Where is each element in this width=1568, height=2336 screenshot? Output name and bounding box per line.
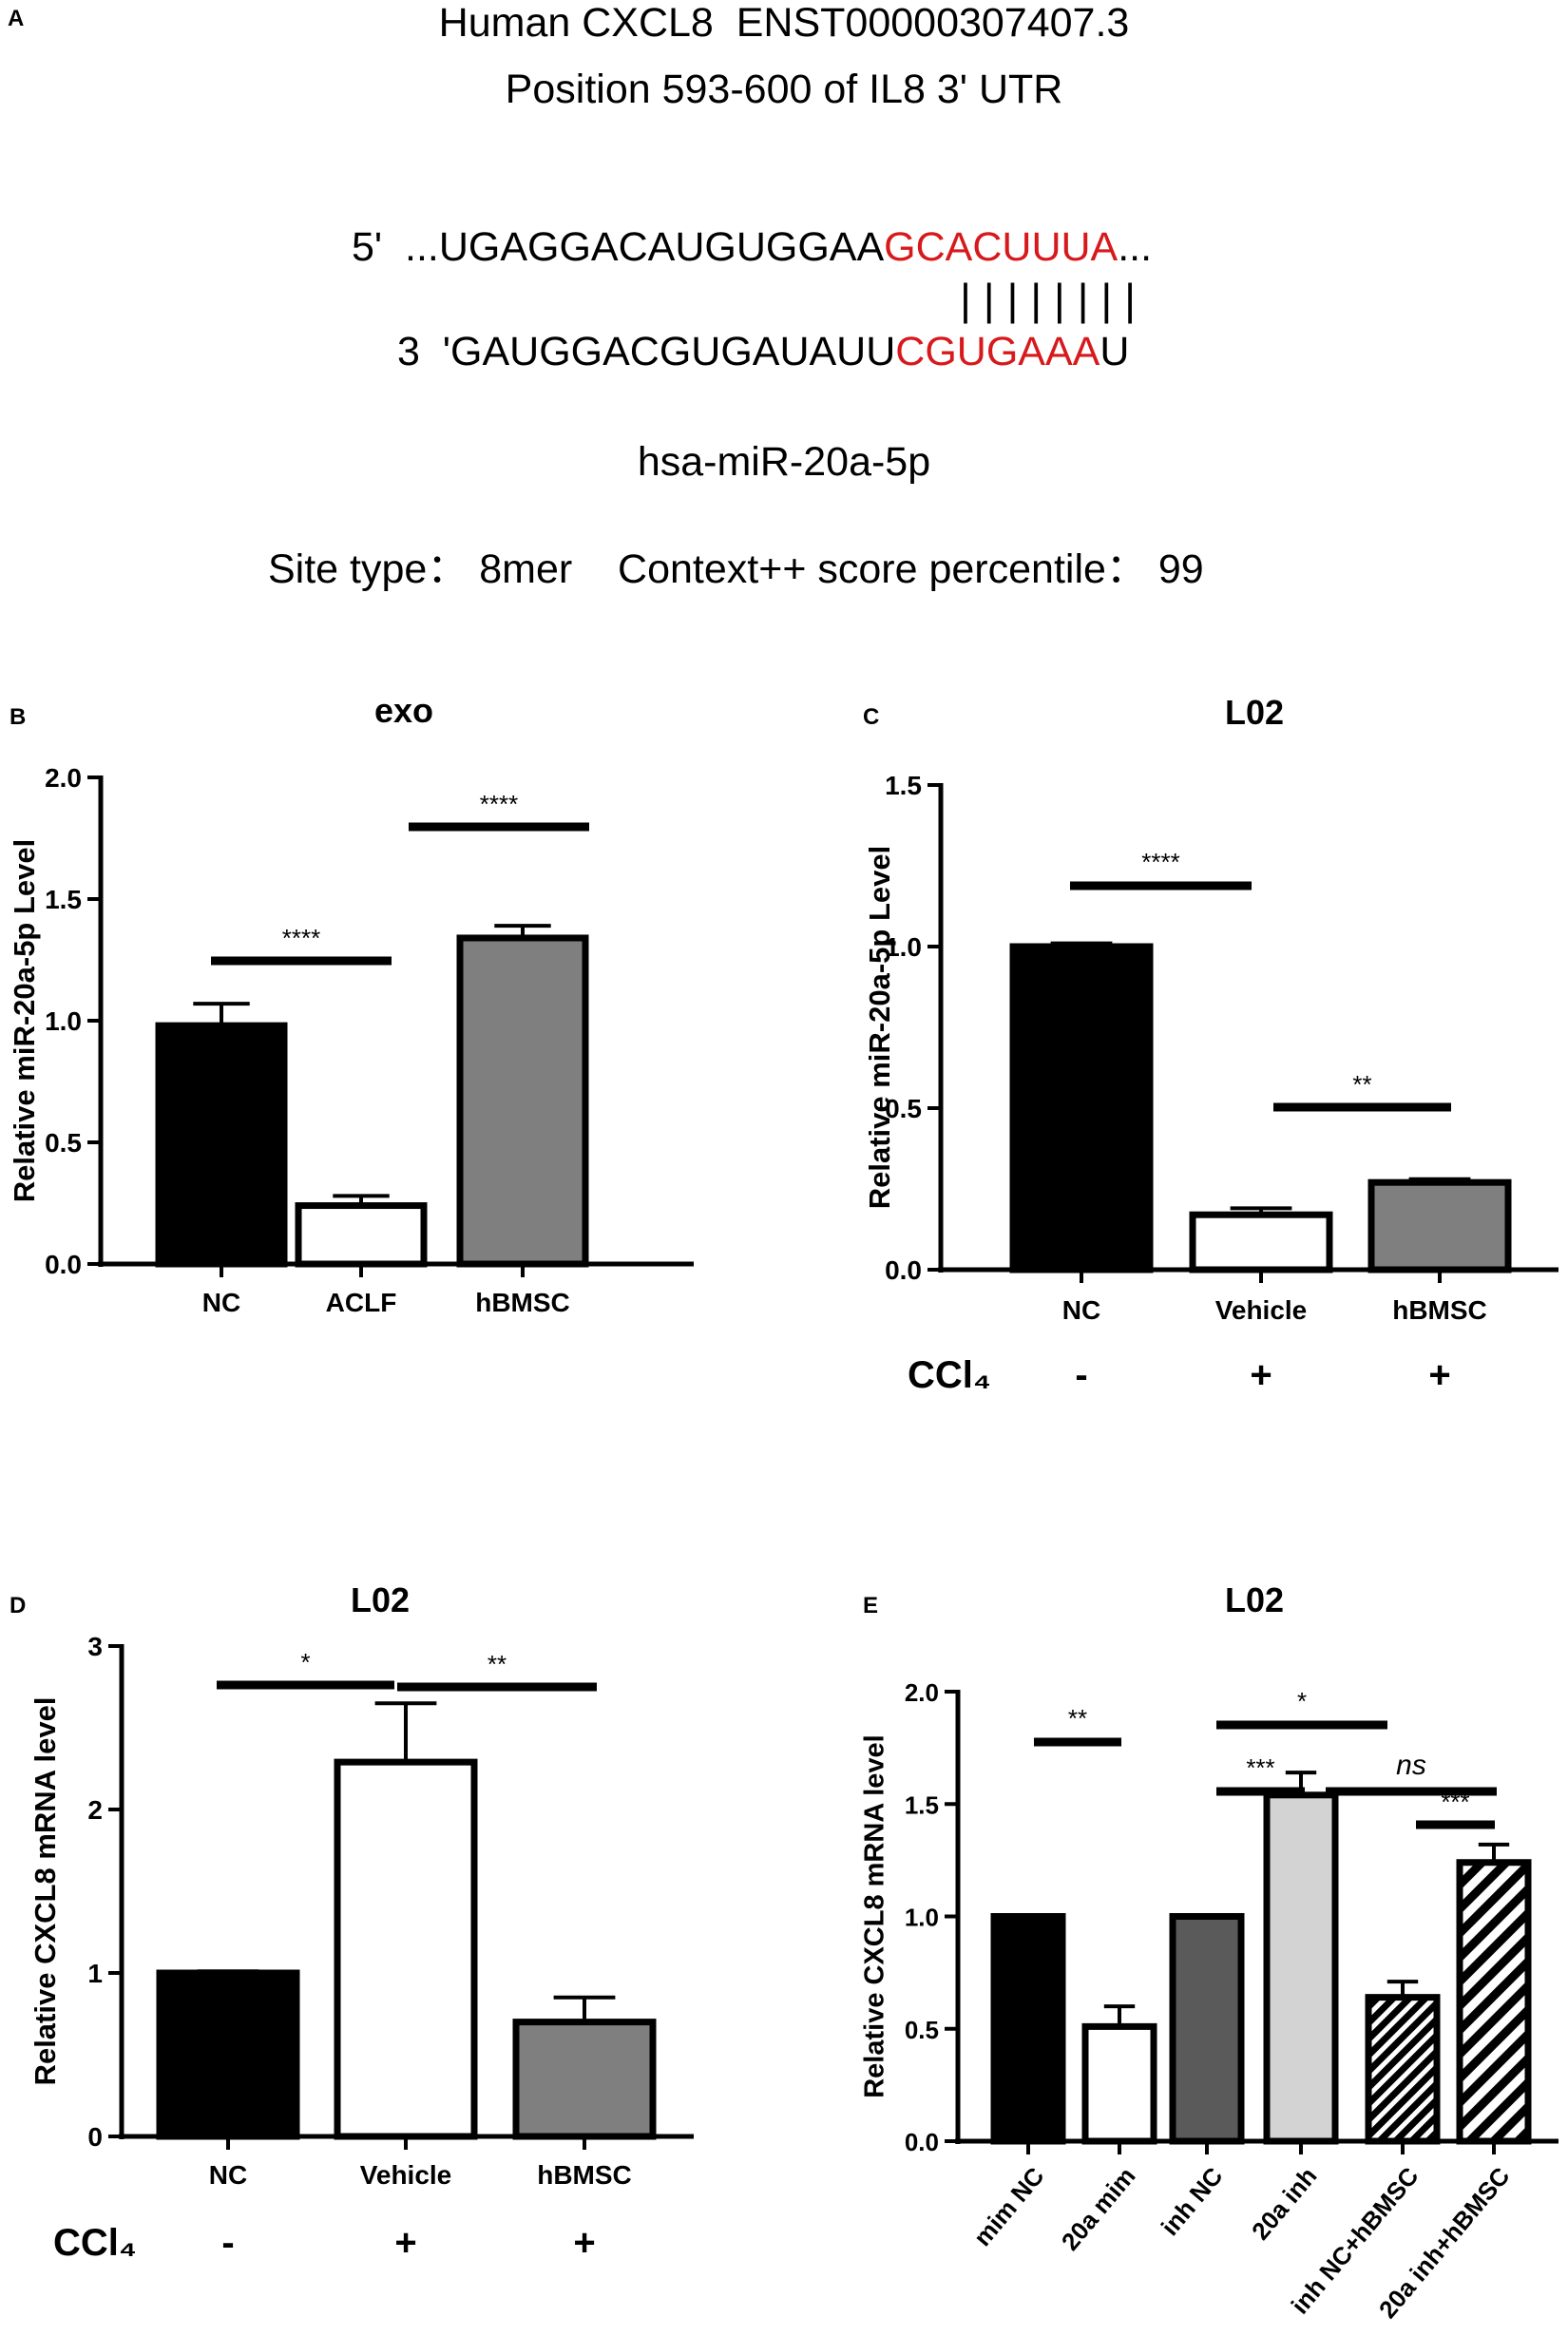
chart-d-y-tick-label: 3 — [87, 1632, 103, 1661]
chart-d-treatment-label: CCl₄ — [53, 2222, 137, 2264]
chart-b-y-axis-label: Relative miR-20a-5p Level — [8, 839, 41, 1203]
chart-c-bar-1 — [1189, 1211, 1333, 1273]
chart-e-y-tick-label: 1.0 — [905, 1904, 939, 1932]
chart-e-bar-3 — [1263, 1791, 1339, 2145]
chart-c-y-tick-label: 1.5 — [885, 771, 922, 800]
chart-e-significance-label: ns — [1396, 1750, 1426, 1781]
chart-b-significance-label: **** — [480, 790, 518, 818]
chart-d-significance-label: ** — [488, 1650, 507, 1678]
panel-a-letter: A — [8, 6, 25, 31]
chart-d-bar-0 — [156, 1969, 300, 2140]
site-type-info: Site type： 8mer Context++ score percenti… — [268, 546, 1204, 592]
title-line2-text: Position 593-600 of IL8 3' UTR — [505, 67, 1063, 112]
chart-c-y-axis-label: Relative miR-20a-5p Level — [863, 846, 896, 1210]
chart-c-bar-0 — [1009, 943, 1154, 1273]
chart-d-y-tick-label: 2 — [87, 1795, 103, 1825]
chart-e-significance-label: ** — [1068, 1704, 1087, 1733]
chart-e-y-tick-label: 0.5 — [905, 2016, 939, 2044]
mirna-seed: CGUGAAA — [895, 329, 1100, 374]
chart-e-significance-label: * — [1297, 1687, 1307, 1715]
chart-c-title: L02 — [1225, 693, 1284, 732]
panel-a-title-line1: Human CXCL8 ENST00000307407.3 — [0, 0, 1568, 47]
chart-b-y-tick-label: 1.0 — [45, 1006, 82, 1036]
chart-b-y-tick-label: 0.0 — [45, 1250, 82, 1279]
mirna-sequence: 3 'GAUGGACGUGAUAUUCGUGAAAU — [397, 329, 1129, 375]
chart-b-x-tick-label: hBMSC — [475, 1288, 570, 1317]
chart-d-title: L02 — [351, 1580, 410, 1619]
chart-d-x-tick-label: NC — [209, 2160, 247, 2190]
chart-e-bar-0 — [990, 1913, 1066, 2145]
chart-c-y-tick-label: 1.0 — [885, 932, 922, 962]
chart-c-bar-2 — [1367, 1178, 1512, 1273]
chart-e-title: L02 — [1225, 1580, 1284, 1619]
chart-b-x-tick-label: NC — [202, 1288, 240, 1317]
chart-e-panel-letter: E — [863, 1593, 878, 1618]
chart-c-panel-letter: C — [863, 704, 879, 730]
chart-e-bar-5 — [1456, 1859, 1532, 2145]
chart-d-treatment-sign: + — [573, 2222, 595, 2264]
chart-d-y-axis-label: Relative CXCL8 mRNA level — [29, 1697, 62, 2086]
chart-e-y-tick-label: 2.0 — [905, 1678, 939, 1707]
chart-d-x-tick-label: Vehicle — [360, 2160, 452, 2190]
chart-e-bar-4 — [1365, 1994, 1441, 2145]
chart-e-bar-2 — [1169, 1913, 1245, 2145]
chart-c-treatment-sign: + — [1428, 1354, 1450, 1396]
chart-e-y-tick-label: 1.5 — [905, 1790, 939, 1819]
mirna-suffix: U — [1100, 329, 1130, 374]
chart-d-y-tick-label: 0 — [87, 2122, 103, 2152]
chart-c-x-tick-label: NC — [1062, 1295, 1100, 1325]
chart-e-bar-1 — [1081, 2022, 1157, 2145]
chart-e-significance-label: *** — [1246, 1753, 1274, 1782]
chart-b-y-tick-label: 2.0 — [45, 763, 82, 793]
mrna-seed: GCACUUUA — [884, 224, 1119, 270]
chart-c-x-tick-label: Vehicle — [1215, 1295, 1308, 1325]
chart-b-y-tick-label: 0.5 — [45, 1128, 82, 1158]
chart-c-treatment-sign: - — [1075, 1354, 1087, 1396]
chart-d-treatment-sign: - — [221, 2222, 234, 2264]
mrna-sequence: 5' ...UGAGGACAUGUGGAAGCACUUUA... — [352, 224, 1152, 271]
chart-e-x-tick-label: 20a inh — [1246, 2162, 1323, 2246]
chart-c-treatment-sign: + — [1250, 1354, 1272, 1396]
chart-d-x-tick-label: hBMSC — [537, 2160, 632, 2190]
mirna-name: hsa-miR-20a-5p — [637, 439, 931, 485]
chart-d-bar-1 — [334, 1758, 478, 2140]
mrna-suffix: ... — [1118, 224, 1153, 270]
chart-c-significance-label: **** — [1141, 848, 1179, 876]
chart-b-x-tick-label: ACLF — [326, 1288, 397, 1317]
chart-e-x-tick-label: inh NC — [1156, 2161, 1229, 2241]
chart-b-y-tick-label: 1.5 — [45, 885, 82, 914]
chart-d-y-tick-label: 1 — [87, 1959, 103, 1988]
chart-e-significance-label: *** — [1441, 1788, 1469, 1816]
chart-c-treatment-label: CCl₄ — [908, 1354, 991, 1396]
chart-c-significance-label: ** — [1352, 1070, 1371, 1099]
chart-b-panel-letter: B — [10, 704, 26, 730]
chart-e-x-tick-label: mim NC — [967, 2161, 1049, 2251]
chart-b-significance-label: **** — [282, 924, 320, 952]
chart-b-bar-0 — [155, 1022, 288, 1268]
chart-b-bar-2 — [456, 934, 589, 1268]
chart-d-panel-letter: D — [10, 1593, 26, 1618]
chart-c-y-tick-label: 0.5 — [885, 1094, 922, 1123]
chart-b-bar-1 — [295, 1202, 428, 1268]
chart-b-title: exo — [374, 691, 433, 730]
chart-d-significance-label: * — [300, 1648, 310, 1676]
base-pairing-lines: | | | | | | | | — [960, 275, 1137, 324]
chart-c-y-tick-label: 0.0 — [885, 1255, 922, 1285]
panel-a-title-line2: Position 593-600 of IL8 3' UTR — [0, 67, 1568, 113]
chart-d-treatment-sign: + — [394, 2222, 416, 2264]
mirna-prefix: 3 'GAUGGACGUGAUAUU — [397, 329, 896, 374]
chart-c-x-tick-label: hBMSC — [1392, 1295, 1487, 1325]
chart-e-y-axis-label: Relative CXCL8 mRNA level — [860, 1734, 890, 2098]
title-line1-text: Human CXCL8 ENST00000307407.3 — [438, 0, 1130, 46]
chart-e-x-tick-label: 20a mim — [1056, 2162, 1141, 2256]
chart-d-bar-2 — [512, 2019, 657, 2140]
mrna-prefix: 5' ...UGAGGACAUGUGGAA — [352, 224, 885, 270]
chart-e-y-tick-label: 0.0 — [905, 2128, 939, 2156]
